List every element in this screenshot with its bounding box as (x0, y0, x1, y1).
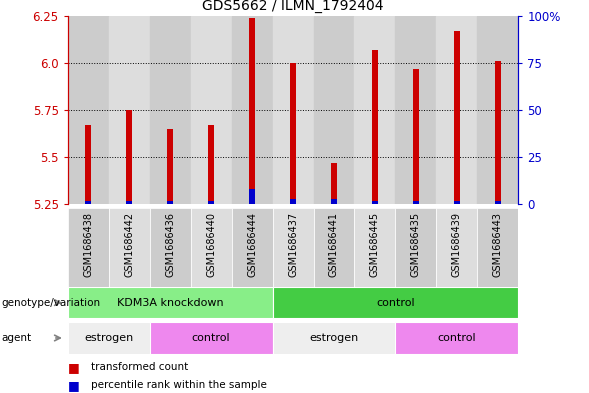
Bar (191, 16, 231, 204)
Bar (68, 287, 273, 318)
Text: ■: ■ (68, 361, 80, 374)
Bar (68, 322, 150, 354)
Bar (68, 16, 109, 204)
Text: GSM1686439: GSM1686439 (452, 212, 462, 277)
Bar (372, 200, 378, 204)
Bar (331, 163, 337, 204)
Text: GSM1686442: GSM1686442 (124, 212, 134, 277)
Text: estrogen: estrogen (309, 333, 359, 343)
Text: ■: ■ (68, 378, 80, 392)
Bar (477, 16, 518, 204)
Bar (273, 322, 395, 354)
Bar (372, 50, 378, 204)
Title: GDS5662 / ILMN_1792404: GDS5662 / ILMN_1792404 (202, 0, 384, 13)
Bar (413, 200, 419, 204)
Text: GSM1686437: GSM1686437 (288, 212, 298, 277)
Bar (231, 16, 273, 204)
Bar (413, 68, 419, 204)
Text: agent: agent (1, 333, 31, 343)
Bar (150, 16, 191, 204)
Bar (231, 208, 273, 287)
Bar (126, 110, 133, 204)
Text: control: control (438, 333, 476, 343)
Bar (395, 16, 436, 204)
Text: GSM1686445: GSM1686445 (370, 212, 380, 277)
Bar (126, 200, 133, 204)
Bar (109, 16, 150, 204)
Bar (68, 208, 109, 287)
Bar (331, 199, 337, 204)
Text: GSM1686438: GSM1686438 (83, 212, 93, 277)
Bar (454, 200, 460, 204)
Text: GSM1686435: GSM1686435 (411, 212, 421, 277)
Bar (395, 322, 518, 354)
Bar (355, 16, 395, 204)
Bar (85, 125, 91, 204)
Bar (249, 189, 255, 204)
Bar (273, 208, 313, 287)
Bar (191, 208, 231, 287)
Bar (150, 322, 273, 354)
Bar (495, 200, 501, 204)
Text: transformed count: transformed count (91, 362, 188, 373)
Bar (167, 129, 173, 204)
Text: control: control (376, 298, 415, 308)
Text: GSM1686443: GSM1686443 (493, 212, 503, 277)
Bar (85, 200, 91, 204)
Text: GSM1686441: GSM1686441 (329, 212, 339, 277)
Text: genotype/variation: genotype/variation (1, 298, 100, 308)
Bar (208, 125, 214, 204)
Bar (454, 31, 460, 204)
Text: GSM1686436: GSM1686436 (165, 212, 175, 277)
Text: estrogen: estrogen (84, 333, 133, 343)
Bar (273, 287, 518, 318)
Bar (395, 208, 436, 287)
Bar (208, 200, 214, 204)
Text: GSM1686440: GSM1686440 (206, 212, 216, 277)
Bar (313, 16, 355, 204)
Bar (290, 199, 296, 204)
Bar (436, 16, 477, 204)
Text: percentile rank within the sample: percentile rank within the sample (91, 380, 267, 390)
Bar (290, 63, 296, 204)
Text: GSM1686444: GSM1686444 (247, 212, 257, 277)
Bar (477, 208, 518, 287)
Bar (249, 18, 255, 204)
Bar (436, 208, 477, 287)
Bar (313, 208, 355, 287)
Text: control: control (192, 333, 230, 343)
Bar (495, 61, 501, 204)
Bar (150, 208, 191, 287)
Bar (273, 16, 313, 204)
Bar (109, 208, 150, 287)
Bar (167, 200, 173, 204)
Text: KDM3A knockdown: KDM3A knockdown (117, 298, 223, 308)
Bar (355, 208, 395, 287)
